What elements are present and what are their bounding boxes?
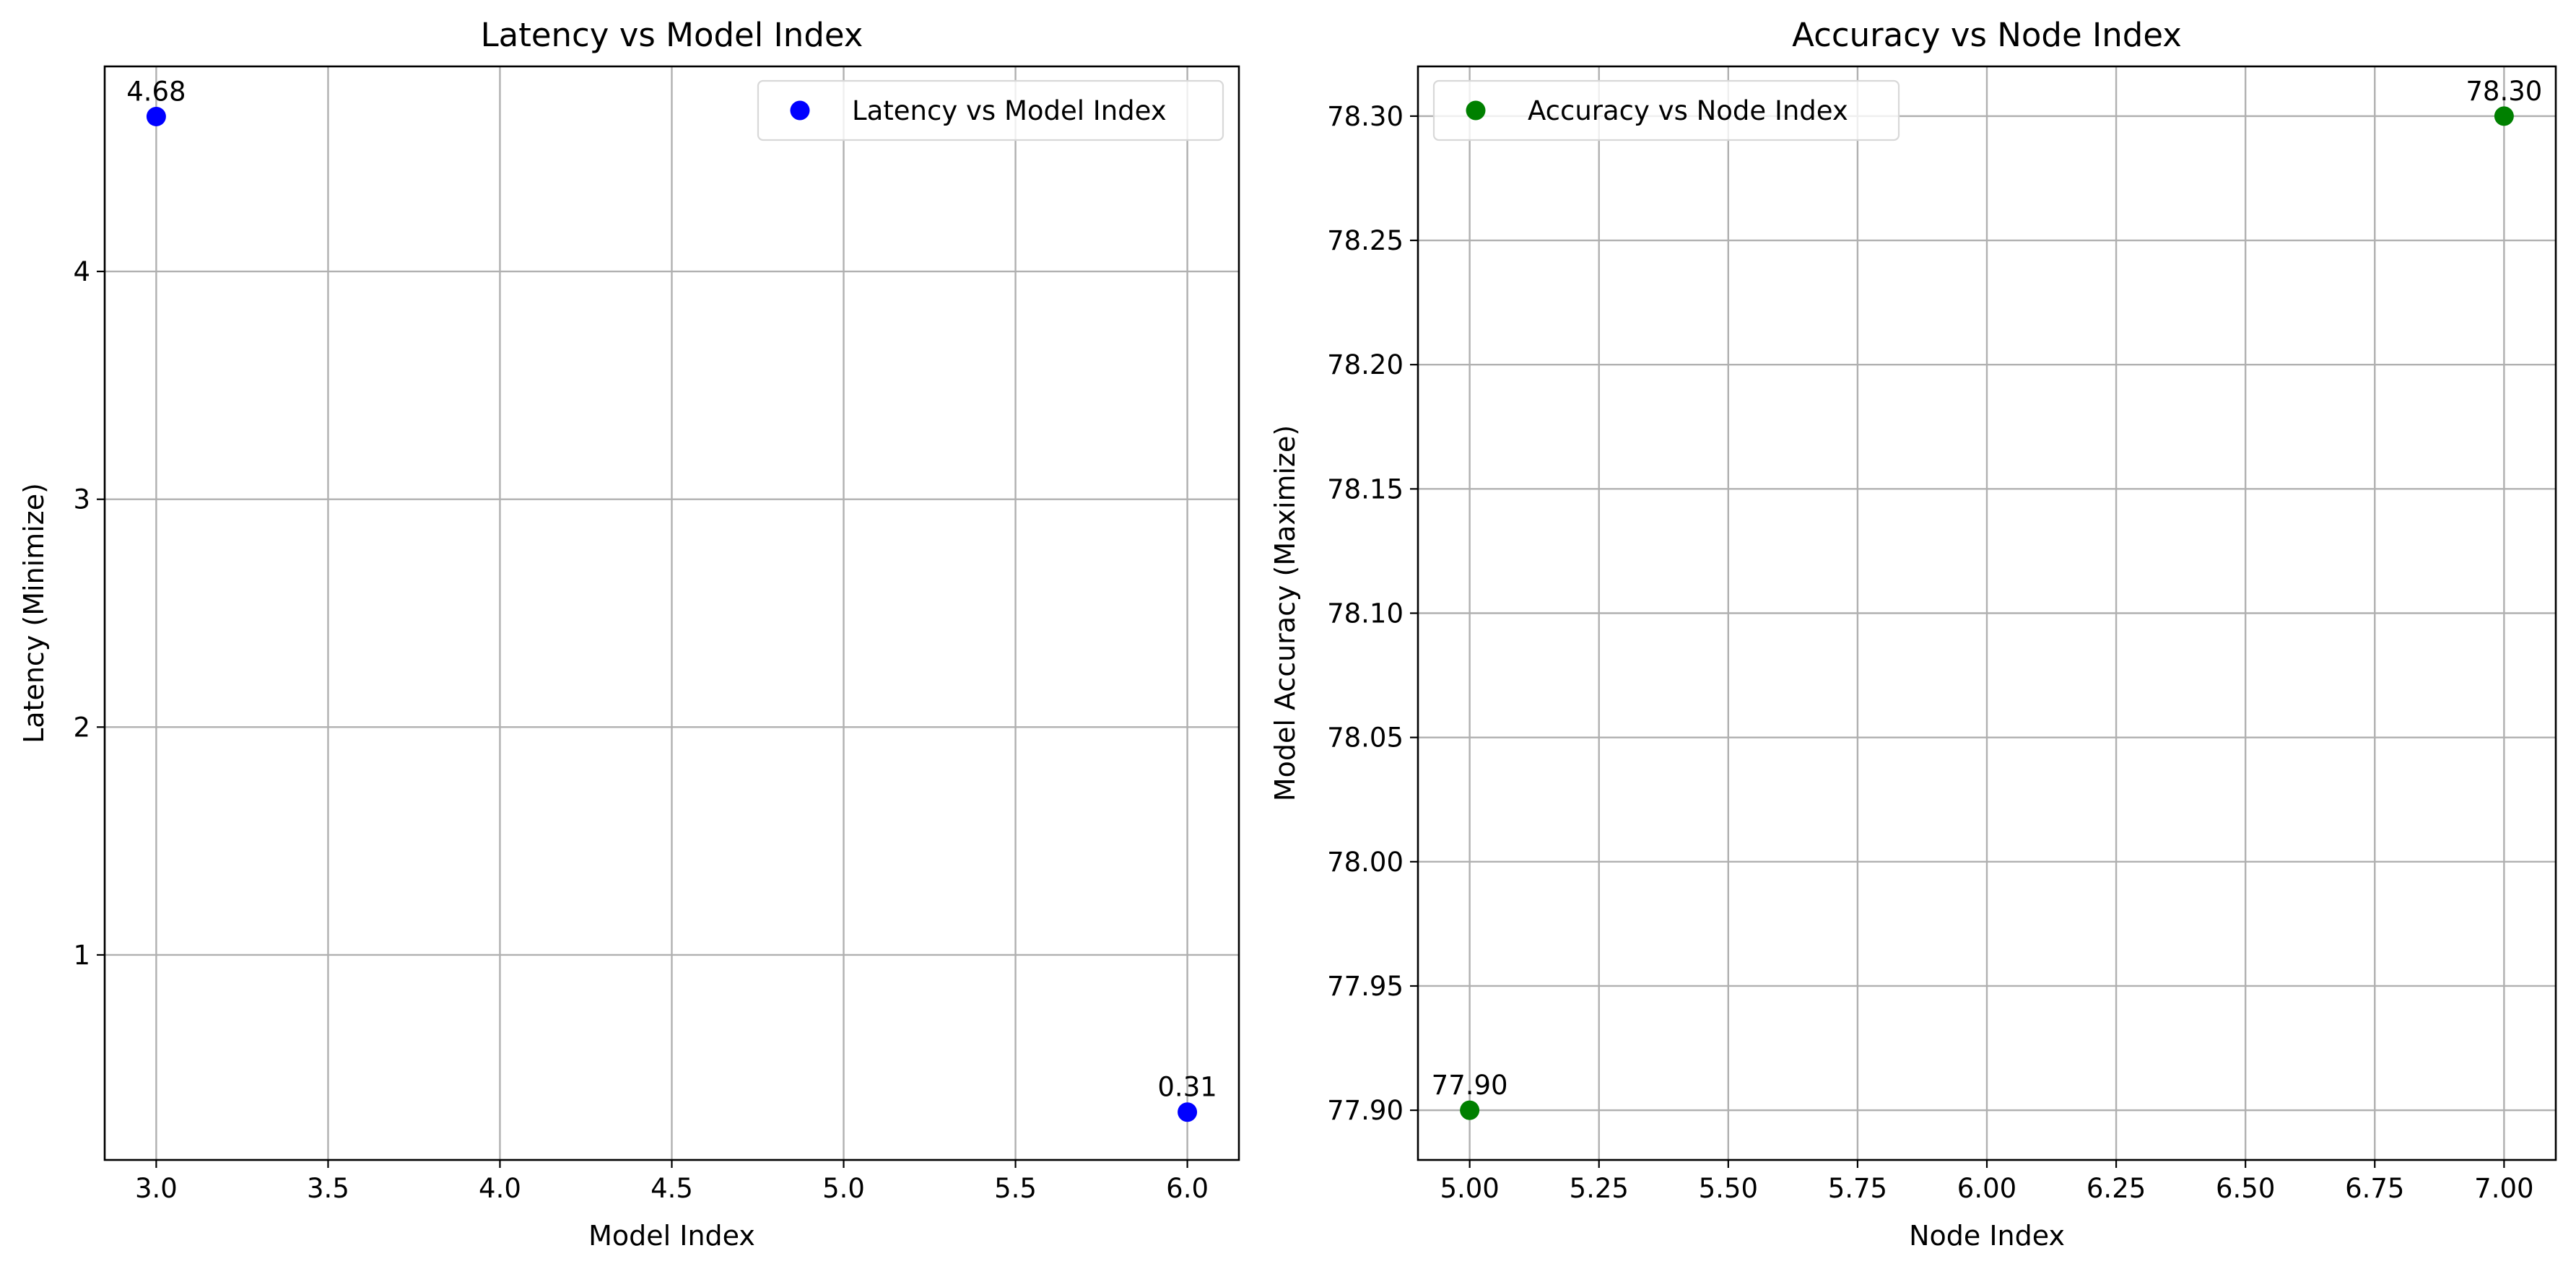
- x-tick-label: 5.50: [1699, 1173, 1758, 1204]
- x-tick-label: 6.0: [1166, 1173, 1209, 1204]
- legend-marker: [790, 100, 810, 121]
- x-tick-label: 5.0: [822, 1173, 865, 1204]
- y-tick-label: 78.00: [1327, 847, 1404, 878]
- chart-title: Accuracy vs Node Index: [1792, 16, 2182, 54]
- scatter-point: [2494, 106, 2514, 126]
- legend: Accuracy vs Node Index: [1432, 79, 1900, 141]
- x-tick-label: 6.00: [1957, 1173, 2016, 1204]
- y-tick-label: 78.20: [1327, 349, 1404, 380]
- y-tick-label: 3: [73, 484, 90, 515]
- y-tick-label: 78.25: [1327, 225, 1404, 256]
- x-tick-label: 5.25: [1570, 1173, 1629, 1204]
- x-axis-label: Model Index: [588, 1220, 755, 1252]
- scatter-point: [1460, 1100, 1480, 1120]
- point-value-label: 0.31: [1157, 1072, 1217, 1103]
- y-tick-label: 1: [73, 940, 90, 971]
- y-axis-label: Model Accuracy (Maximize): [1269, 425, 1301, 801]
- legend-box: [757, 79, 1224, 141]
- y-tick-label: 78.10: [1327, 598, 1404, 629]
- x-tick-label: 6.25: [2087, 1173, 2146, 1204]
- y-tick-label: 78.05: [1327, 723, 1404, 754]
- scatter-point: [146, 106, 166, 126]
- x-tick-label: 6.75: [2345, 1173, 2404, 1204]
- y-tick-label: 77.90: [1327, 1095, 1404, 1126]
- legend-label: Latency vs Model Index: [852, 95, 1167, 126]
- x-axis-label: Node Index: [1909, 1220, 2065, 1252]
- x-tick-label: 4.5: [650, 1173, 693, 1204]
- scatter-point: [1178, 1102, 1198, 1122]
- point-value-label: 77.90: [1432, 1070, 1508, 1101]
- x-tick-label: 3.5: [307, 1173, 349, 1204]
- legend-label: Accuracy vs Node Index: [1528, 95, 1848, 126]
- y-axis-label: Latency (Minimize): [18, 483, 50, 743]
- y-tick-label: 77.95: [1327, 971, 1404, 1002]
- x-tick-label: 5.75: [1828, 1173, 1887, 1204]
- y-tick-label: 78.30: [1327, 101, 1404, 132]
- chart-title: Latency vs Model Index: [481, 16, 863, 54]
- plot-frame: [1417, 65, 2557, 1161]
- y-tick-label: 4: [73, 256, 90, 287]
- point-value-label: 4.68: [126, 76, 186, 107]
- y-tick-label: 2: [73, 712, 90, 743]
- x-tick-label: 4.0: [479, 1173, 521, 1204]
- x-tick-label: 3.0: [135, 1173, 178, 1204]
- legend-marker: [1466, 100, 1486, 121]
- x-tick-label: 5.5: [994, 1173, 1037, 1204]
- legend: Latency vs Model Index: [757, 79, 1224, 141]
- point-value-label: 78.30: [2466, 76, 2542, 107]
- chart-1: 3.0 3.5 4.0 4.5 5.0 5.5 6.0 1 2 3 4 Latency vs Mode…: [18, 16, 1240, 1252]
- x-tick-label: 7.00: [2474, 1173, 2533, 1204]
- legend-box: [1432, 79, 1900, 141]
- x-tick-label: 6.50: [2216, 1173, 2275, 1204]
- plot-frame: [103, 65, 1240, 1161]
- y-tick-label: 78.15: [1327, 474, 1404, 505]
- chart-2: 5.00 5.25 5.50 5.75 6.00 6.25 6.50 6.75 7.00 77.9…: [1269, 16, 2557, 1252]
- x-tick-label: 5.00: [1440, 1173, 1499, 1204]
